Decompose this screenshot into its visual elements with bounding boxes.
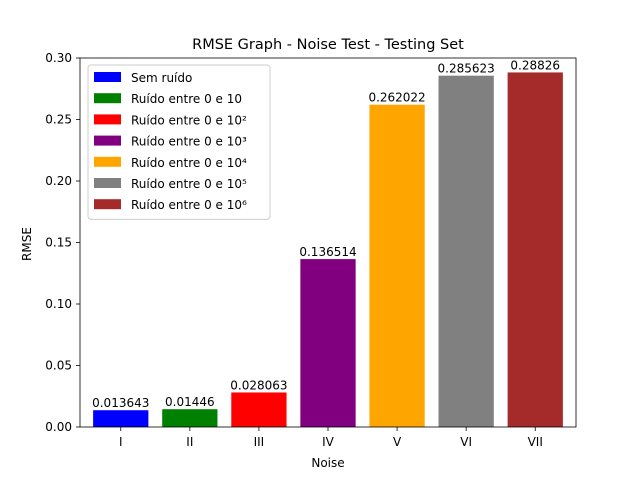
y-tick-label: 0.00 xyxy=(45,420,72,434)
legend-swatch xyxy=(94,72,121,82)
legend-entry: Ruído entre 0 e 10² xyxy=(131,113,247,127)
y-tick-label: 0.30 xyxy=(45,51,72,65)
x-tick-label: III xyxy=(254,435,265,449)
legend-swatch xyxy=(94,199,121,210)
legend-swatch xyxy=(94,93,121,104)
bar-I xyxy=(93,410,149,427)
bar-value-label: 0.01446 xyxy=(165,395,215,409)
x-tick-label: IV xyxy=(322,435,335,449)
chart-title: RMSE Graph - Noise Test - Testing Set xyxy=(192,37,464,53)
legend-entry: Ruído entre 0 e 10³ xyxy=(131,135,247,149)
bar-value-label: 0.013643 xyxy=(92,396,149,410)
x-tick-label: I xyxy=(119,435,123,449)
y-tick-label: 0.05 xyxy=(45,359,72,373)
legend-entry: Ruído entre 0 e 10⁴ xyxy=(131,156,247,170)
x-tick-label: II xyxy=(186,435,193,449)
x-tick-label: VI xyxy=(460,435,472,449)
legend-swatch xyxy=(94,178,121,188)
y-axis-label: RMSE xyxy=(20,227,34,261)
bar-V xyxy=(369,104,425,427)
legend: Sem ruído Ruído entre 0 e 10 Ruído entre 0… xyxy=(87,64,271,220)
x-axis-label: Noise xyxy=(311,456,344,470)
legend-swatch xyxy=(94,135,121,146)
bar-value-label: 0.262022 xyxy=(368,91,425,105)
bar-value-label: 0.28826 xyxy=(510,58,560,72)
x-tick-label: V xyxy=(393,435,402,449)
bar-III xyxy=(231,392,287,427)
y-tick-label: 0.20 xyxy=(45,174,72,188)
legend-box xyxy=(87,64,271,220)
legend-entry: Sem ruído xyxy=(131,71,192,85)
axes-layer: I II III IV V VI VII0.000.050.100.150.200.250.… xyxy=(45,51,577,449)
bar-value-label: 0.028063 xyxy=(230,378,287,392)
bar-value-label: 0.285623 xyxy=(438,62,495,76)
y-tick-label: 0.25 xyxy=(45,113,72,127)
bar-VII xyxy=(507,72,563,428)
bar-value-label: 0.136514 xyxy=(299,245,356,259)
legend-entry: Ruído entre 0 e 10⁵ xyxy=(131,177,247,191)
bar-IV xyxy=(300,259,356,427)
legend-swatch xyxy=(94,156,121,167)
legend-entry: Ruído entre 0 e 10⁶ xyxy=(131,198,247,212)
bar-II xyxy=(162,409,218,427)
legend-swatch xyxy=(94,114,121,125)
bars-layer: 0.013643 0.01446 0.028063 0.136514 0.262022 0… xyxy=(92,58,563,428)
y-tick-label: 0.10 xyxy=(45,297,72,311)
bar-VI xyxy=(438,75,494,427)
legend-entry: Ruído entre 0 e 10 xyxy=(131,92,242,106)
y-tick-label: 0.15 xyxy=(45,236,72,250)
x-tick-label: VII xyxy=(528,435,543,449)
